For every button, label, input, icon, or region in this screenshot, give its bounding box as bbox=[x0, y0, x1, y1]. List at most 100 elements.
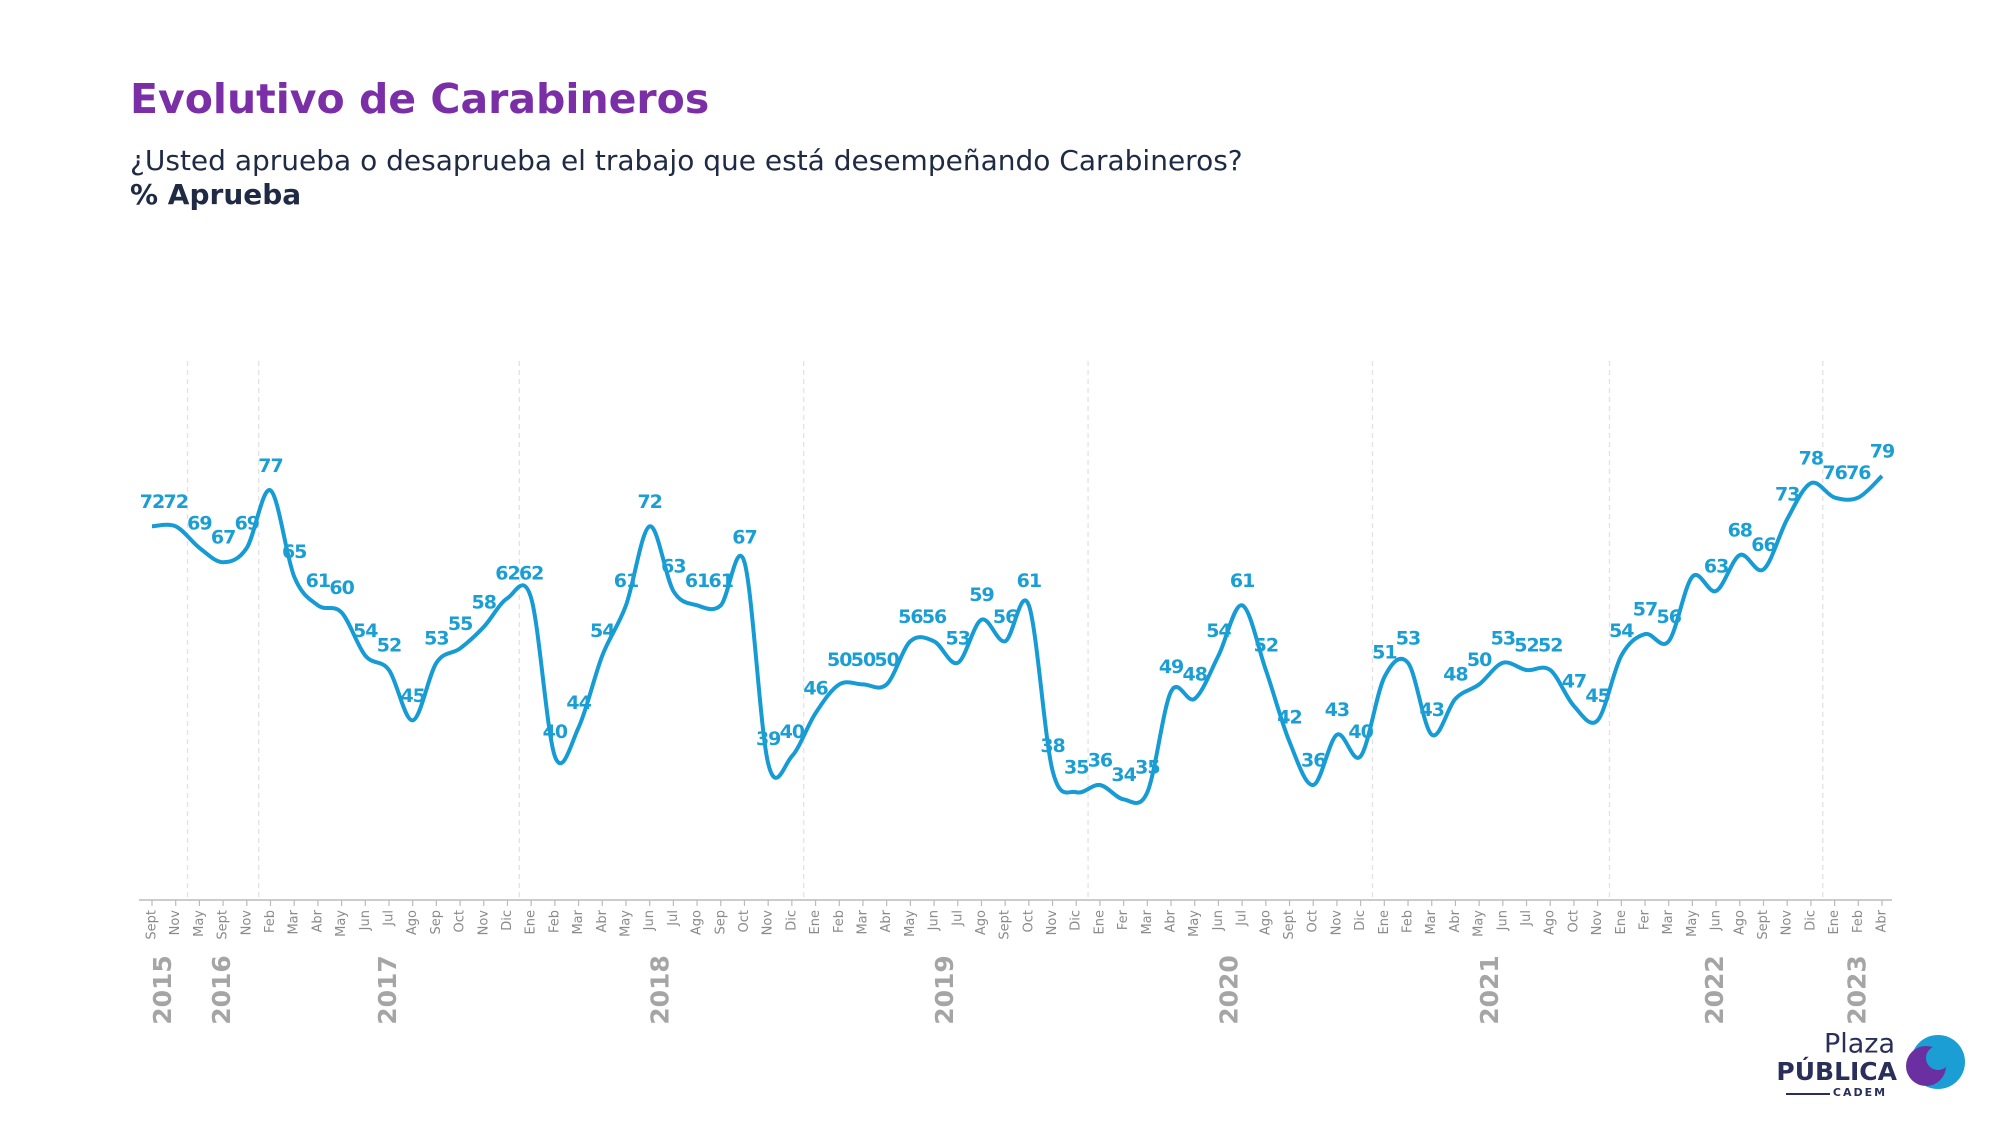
data-label: 61 bbox=[709, 570, 733, 592]
data-label: 48 bbox=[1183, 663, 1208, 685]
data-label: 56 bbox=[898, 606, 923, 628]
data-label: 63 bbox=[1704, 555, 1728, 577]
data-label: 40 bbox=[1348, 721, 1373, 743]
x-tick-label: Nov bbox=[1045, 910, 1060, 936]
logo-text: PÚBLICA bbox=[1776, 1056, 1897, 1086]
x-tick-label: Ago bbox=[974, 910, 989, 935]
data-label: 72 bbox=[163, 491, 187, 513]
year-label: 2022 bbox=[1700, 955, 1729, 1025]
data-label: 69 bbox=[235, 512, 259, 534]
x-tick-label: Jul bbox=[1519, 910, 1534, 927]
data-label: 65 bbox=[282, 541, 306, 563]
data-label: 38 bbox=[1040, 735, 1065, 757]
x-tick-label: Feb bbox=[1401, 910, 1416, 933]
data-label: 50 bbox=[1467, 649, 1492, 671]
data-label: 79 bbox=[1870, 440, 1894, 462]
x-tick-label: Abr bbox=[1164, 909, 1179, 932]
data-label: 58 bbox=[472, 591, 497, 613]
y-axis-label: % Aprueba bbox=[130, 178, 301, 211]
data-label: 61 bbox=[685, 570, 709, 592]
x-tick-label: Jun bbox=[1211, 910, 1226, 931]
x-tick-label: Jul bbox=[666, 910, 681, 927]
data-label: 59 bbox=[969, 584, 993, 606]
data-label: 43 bbox=[1325, 699, 1349, 721]
data-label: 53 bbox=[424, 627, 448, 649]
data-label: 54 bbox=[1206, 620, 1231, 642]
data-label: 66 bbox=[1751, 534, 1776, 556]
x-tick-label: Abr bbox=[310, 909, 325, 932]
data-label: 73 bbox=[1775, 484, 1799, 506]
x-tick-label: May bbox=[1187, 910, 1202, 937]
year-label: 2020 bbox=[1214, 955, 1243, 1025]
data-label: 62 bbox=[519, 563, 543, 585]
x-tick-label: Abr bbox=[879, 909, 894, 932]
x-tick-label: May bbox=[903, 910, 918, 937]
data-label: 72 bbox=[140, 491, 164, 513]
x-tick-label: Mar bbox=[1661, 909, 1676, 934]
x-tick-label: Mar bbox=[1424, 909, 1439, 934]
x-tick-label: Ene bbox=[1614, 910, 1629, 934]
x-tick-label: Oct bbox=[737, 910, 752, 932]
data-label: 45 bbox=[1585, 685, 1609, 707]
data-label: 63 bbox=[661, 555, 685, 577]
data-label: 76 bbox=[1846, 462, 1871, 484]
x-tick-label: Fer bbox=[1638, 909, 1653, 930]
x-tick-label: Ago bbox=[1732, 910, 1747, 935]
x-tick-label: Ene bbox=[1827, 910, 1842, 934]
data-label: 53 bbox=[946, 627, 970, 649]
x-tick-label: Ago bbox=[1258, 910, 1273, 935]
data-label: 77 bbox=[258, 455, 282, 477]
logo-circle bbox=[1926, 1046, 1950, 1070]
data-label: 69 bbox=[187, 512, 211, 534]
x-tick-label: Oct bbox=[453, 910, 468, 932]
x-tick-label: Abr bbox=[595, 909, 610, 932]
chart-subtitle: ¿Usted aprueba o desaprueba el trabajo q… bbox=[130, 144, 1243, 177]
x-tick-label: May bbox=[192, 910, 207, 937]
year-label: 2023 bbox=[1842, 955, 1871, 1025]
x-tick-label: Sept bbox=[145, 910, 160, 940]
data-label: 67 bbox=[732, 527, 756, 549]
x-tick-label: Nov bbox=[239, 910, 254, 936]
data-label: 62 bbox=[495, 563, 519, 585]
data-label: 57 bbox=[1633, 599, 1657, 621]
data-label: 55 bbox=[448, 613, 472, 635]
data-label: 56 bbox=[922, 606, 947, 628]
x-tick-label: Oct bbox=[1306, 910, 1321, 932]
x-tick-label: Nov bbox=[168, 910, 183, 936]
x-tick-label: Ago bbox=[690, 910, 705, 935]
data-label: 61 bbox=[614, 570, 638, 592]
data-label: 52 bbox=[1514, 635, 1538, 657]
x-tick-label: Mar bbox=[1140, 909, 1155, 934]
x-tick-label: May bbox=[1472, 910, 1487, 937]
x-tick-label: Jun bbox=[927, 910, 942, 931]
data-label: 34 bbox=[1111, 764, 1136, 786]
x-tick-label: Dic bbox=[1353, 910, 1368, 931]
x-tick-label: Nov bbox=[1329, 910, 1344, 936]
data-label: 52 bbox=[1254, 635, 1278, 657]
data-label: 43 bbox=[1419, 699, 1443, 721]
x-tick-label: Ene bbox=[1092, 910, 1107, 934]
x-tick-label: Jun bbox=[358, 910, 373, 931]
data-label: 48 bbox=[1443, 663, 1468, 685]
data-label: 39 bbox=[756, 728, 780, 750]
x-tick-label: Ene bbox=[808, 910, 823, 934]
data-label: 46 bbox=[803, 678, 828, 700]
x-tick-label: Jul bbox=[381, 910, 396, 927]
x-tick-label: May bbox=[1685, 910, 1700, 937]
data-label: 54 bbox=[590, 620, 615, 642]
data-label: 36 bbox=[1301, 750, 1326, 772]
line bbox=[151, 474, 1884, 805]
x-tick-label: Sept bbox=[1282, 910, 1297, 940]
chart-title: Evolutivo de Carabineros bbox=[130, 75, 709, 123]
x-tick-label: Ene bbox=[1377, 910, 1392, 934]
data-label: 52 bbox=[377, 635, 401, 657]
x-tick-label: Ago bbox=[405, 910, 420, 935]
data-label: 53 bbox=[1396, 627, 1420, 649]
x-tick-label: Feb bbox=[263, 910, 278, 933]
x-tick-label: Sept bbox=[1756, 910, 1771, 940]
data-label: 76 bbox=[1822, 462, 1847, 484]
data-label: 44 bbox=[566, 692, 591, 714]
x-tick-label: Nov bbox=[1780, 910, 1795, 936]
year-label: 2019 bbox=[930, 955, 959, 1025]
